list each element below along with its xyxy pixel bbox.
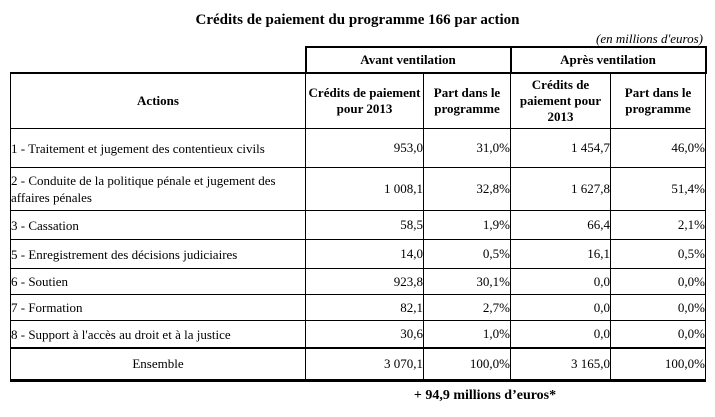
action-cell: 6 - Soutien — [10, 268, 306, 295]
apres-part-cell: 2,1% — [609, 210, 707, 240]
table-row: 6 - Soutien 923,8 30,1% 0,0 0,0% — [10, 268, 707, 295]
page-title: Crédits de paiement du programme 166 par… — [195, 12, 520, 28]
avant-part-cell: 1,9% — [423, 210, 511, 240]
action-cell: 3 - Cassation — [10, 210, 306, 240]
footnote: + 94,9 millions d’euros* — [413, 388, 557, 403]
avant-credits-cell: 923,8 — [305, 268, 424, 295]
apres-part-cell: 0,0% — [609, 294, 707, 321]
apres-part-cell: 51,4% — [609, 167, 707, 211]
total-label-cell: Ensemble — [10, 347, 306, 382]
credits-table: Avant ventilation Après ventilation Acti… — [10, 46, 707, 382]
col-header-part-avant: Part dans le programme — [423, 72, 511, 129]
action-cell: 8 - Support à l'accès au droit et à la j… — [10, 320, 306, 349]
avant-credits-cell: 58,5 — [305, 210, 424, 240]
unit-note: (en millions d'euros) — [595, 31, 703, 46]
table-row: 7 - Formation 82,1 2,7% 0,0 0,0% — [10, 294, 707, 321]
total-apres-credits-cell: 3 165,0 — [510, 347, 611, 382]
action-cell: 7 - Formation — [10, 294, 306, 321]
apres-credits-cell: 16,1 — [510, 239, 611, 269]
apres-credits-cell: 0,0 — [510, 320, 611, 349]
avant-credits-cell: 14,0 — [305, 239, 424, 269]
avant-part-cell: 32,8% — [423, 167, 511, 211]
total-apres-part-cell: 100,0% — [609, 347, 707, 382]
col-header-credits-apres: Crédits de paiement pour 2013 — [510, 72, 611, 129]
group-header-avant: Avant ventilation — [304, 46, 512, 74]
apres-part-cell: 46,0% — [609, 128, 707, 168]
col-header-part-apres: Part dans le programme — [609, 72, 707, 129]
apres-credits-cell: 0,0 — [510, 294, 611, 321]
total-avant-credits-cell: 3 070,1 — [305, 347, 424, 382]
table-row: 3 - Cassation 58,5 1,9% 66,4 2,1% — [10, 210, 707, 240]
table-row: 8 - Support à l'accès au droit et à la j… — [10, 320, 707, 349]
apres-credits-cell: 66,4 — [510, 210, 611, 240]
apres-credits-cell: 0,0 — [510, 268, 611, 295]
avant-part-cell: 2,7% — [423, 294, 511, 321]
apres-credits-cell: 1 627,8 — [510, 167, 611, 211]
apres-part-cell: 0,5% — [609, 239, 707, 269]
avant-credits-cell: 1 008,1 — [305, 167, 424, 211]
apres-credits-cell: 1 454,7 — [510, 128, 611, 168]
avant-credits-cell: 953,0 — [305, 128, 424, 168]
group-header-row: Avant ventilation Après ventilation — [10, 46, 707, 74]
action-cell: 1 - Traitement et jugement des contentie… — [10, 128, 306, 168]
col-header-actions: Actions — [10, 72, 306, 129]
avant-part-cell: 1,0% — [423, 320, 511, 349]
avant-credits-cell: 30,6 — [305, 320, 424, 349]
apres-part-cell: 0,0% — [609, 320, 707, 349]
total-row: Ensemble 3 070,1 100,0% 3 165,0 100,0% — [10, 347, 707, 382]
table-row: 2 - Conduite de la politique pénale et j… — [10, 167, 707, 211]
avant-part-cell: 30,1% — [423, 268, 511, 295]
table-row: 1 - Traitement et jugement des contentie… — [10, 128, 707, 168]
avant-part-cell: 31,0% — [423, 128, 511, 168]
avant-credits-cell: 82,1 — [305, 294, 424, 321]
col-header-credits-avant: Crédits de paiement pour 2013 — [305, 72, 424, 129]
column-header-row: Actions Crédits de paiement pour 2013 Pa… — [10, 72, 707, 129]
action-cell: 5 - Enregistrement des décisions judicia… — [10, 239, 306, 269]
avant-part-cell: 0,5% — [423, 239, 511, 269]
empty-corner-cell — [10, 47, 307, 74]
apres-part-cell: 0,0% — [609, 268, 707, 295]
total-avant-part-cell: 100,0% — [423, 347, 511, 382]
table-row: 5 - Enregistrement des décisions judicia… — [10, 239, 707, 269]
action-cell: 2 - Conduite de la politique pénale et j… — [10, 167, 306, 211]
group-header-apres: Après ventilation — [509, 46, 707, 74]
